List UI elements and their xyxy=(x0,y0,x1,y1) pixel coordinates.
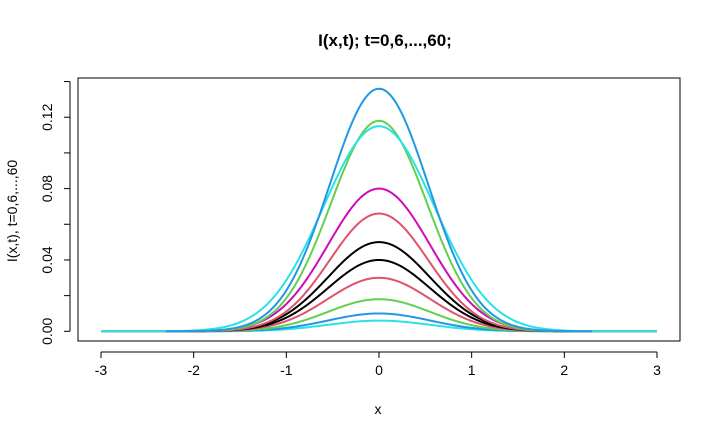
y-tick-label: 0.08 xyxy=(39,175,55,202)
x-tick-label: -1 xyxy=(280,362,293,378)
x-axis: -3 -2 -1 0 1 2 3 xyxy=(95,351,661,378)
series-line-4 xyxy=(101,276,657,333)
series-line-2 xyxy=(101,312,657,333)
y-tick-label: 0.00 xyxy=(39,317,55,344)
plot-frame xyxy=(77,77,681,342)
x-tick-label: 3 xyxy=(653,362,661,378)
y-tick-label: 0.12 xyxy=(39,103,55,130)
y-tick-label: 0.04 xyxy=(39,246,55,273)
series-line-11 xyxy=(165,87,593,333)
x-tick-label: 1 xyxy=(468,362,476,378)
x-tick-label: -3 xyxy=(95,362,108,378)
series-line-10 xyxy=(101,125,657,333)
x-axis-label: x xyxy=(375,401,382,417)
chart-title: I(x,t); t=0,6,...,60; xyxy=(318,31,452,50)
series-line-3 xyxy=(101,298,657,333)
series-line-6 xyxy=(165,241,593,333)
x-tick-label: -2 xyxy=(187,362,200,378)
x-tick-label: 2 xyxy=(560,362,568,378)
y-axis: 0.00 0.04 0.08 0.12 xyxy=(39,81,71,345)
series-line-1 xyxy=(101,319,657,333)
y-axis-label: I(x,t), t=0,6,...,60 xyxy=(4,160,20,263)
series-layer xyxy=(101,87,657,333)
x-tick-label: 0 xyxy=(375,362,383,378)
